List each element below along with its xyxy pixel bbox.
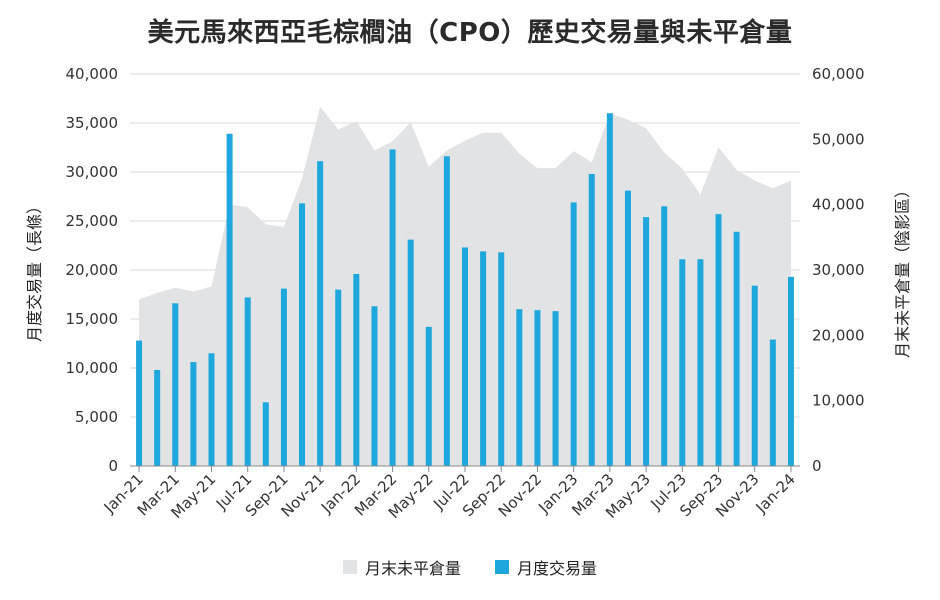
bar-volume <box>425 326 432 466</box>
bar-volume <box>661 206 668 467</box>
bar-volume <box>787 276 794 466</box>
bar-volume <box>190 362 197 466</box>
y-left-tick-label: 30,000 <box>66 163 119 181</box>
bar-volume <box>516 309 523 466</box>
legend: 月末未平倉量 月度交易量 <box>0 555 940 579</box>
bar-volume <box>244 297 251 466</box>
x-tick-label: Jan-24 <box>752 470 799 517</box>
y-right-tick-label: 20,000 <box>812 326 865 344</box>
legend-label-volume: 月度交易量 <box>517 559 598 578</box>
bar-volume <box>697 259 704 466</box>
y-right-tick-label: 40,000 <box>812 196 865 214</box>
bar-volume <box>136 340 143 466</box>
y-right-tick-label: 50,000 <box>812 130 865 148</box>
bar-volume <box>262 402 269 466</box>
bar-volume <box>443 156 450 466</box>
bar-volume <box>733 231 740 466</box>
bar-volume <box>299 203 306 467</box>
bar-volume <box>154 369 161 466</box>
y-right-tick-label: 0 <box>812 457 822 475</box>
bar-volume <box>588 173 595 466</box>
bar-volume <box>335 289 342 466</box>
y-right-tick-label: 60,000 <box>812 65 865 83</box>
y-right-axis-title: 月末未平倉量（陰影區） <box>893 182 912 358</box>
bar-volume <box>769 339 776 466</box>
y-left-tick-label: 40,000 <box>66 65 119 83</box>
y-left-axis-title: 月度交易量（長條） <box>25 198 44 342</box>
y-left-tick-label: 5,000 <box>75 408 118 426</box>
bar-volume <box>407 239 414 466</box>
y-left-tick-label: 25,000 <box>66 212 119 230</box>
chart-title: 美元馬來西亞毛棕櫚油（CPO）歷史交易量與未平倉量 <box>147 18 793 48</box>
y-left-tick-label: 0 <box>108 457 118 475</box>
bar-volume <box>208 353 215 466</box>
bar-volume <box>462 247 468 466</box>
bar-volume <box>715 214 722 466</box>
bar-volume <box>679 259 686 466</box>
bar-volume <box>534 310 541 466</box>
bar-volume <box>570 202 577 466</box>
y-left-tick-label: 35,000 <box>66 114 119 132</box>
bar-volume <box>317 161 324 466</box>
legend-label-open-interest: 月末未平倉量 <box>364 559 461 578</box>
bar-volume <box>280 288 287 466</box>
bar-volume <box>353 273 360 466</box>
y-left-tick-label: 20,000 <box>66 261 119 279</box>
bar-volume <box>172 303 179 466</box>
bar-volume <box>480 251 487 466</box>
bar-volume <box>606 113 613 466</box>
y-left-tick-label: 10,000 <box>66 359 119 377</box>
legend-swatch-volume <box>495 560 509 574</box>
legend-swatch-open-interest <box>342 560 357 574</box>
bar-volume <box>552 311 559 466</box>
legend-item-open-interest: 月末未平倉量 <box>342 555 461 579</box>
bar-volume <box>389 149 396 466</box>
y-left-tick-label: 15,000 <box>66 310 119 328</box>
bar-volume <box>751 285 758 466</box>
y-right-tick-label: 10,000 <box>812 392 865 410</box>
bar-volume <box>371 306 378 466</box>
bar-volume <box>226 133 233 466</box>
bar-volume <box>624 190 631 466</box>
y-right-tick-label: 30,000 <box>812 261 865 279</box>
bar-volume <box>498 252 505 466</box>
legend-item-volume: 月度交易量 <box>495 555 597 579</box>
bar-volume <box>643 217 650 466</box>
